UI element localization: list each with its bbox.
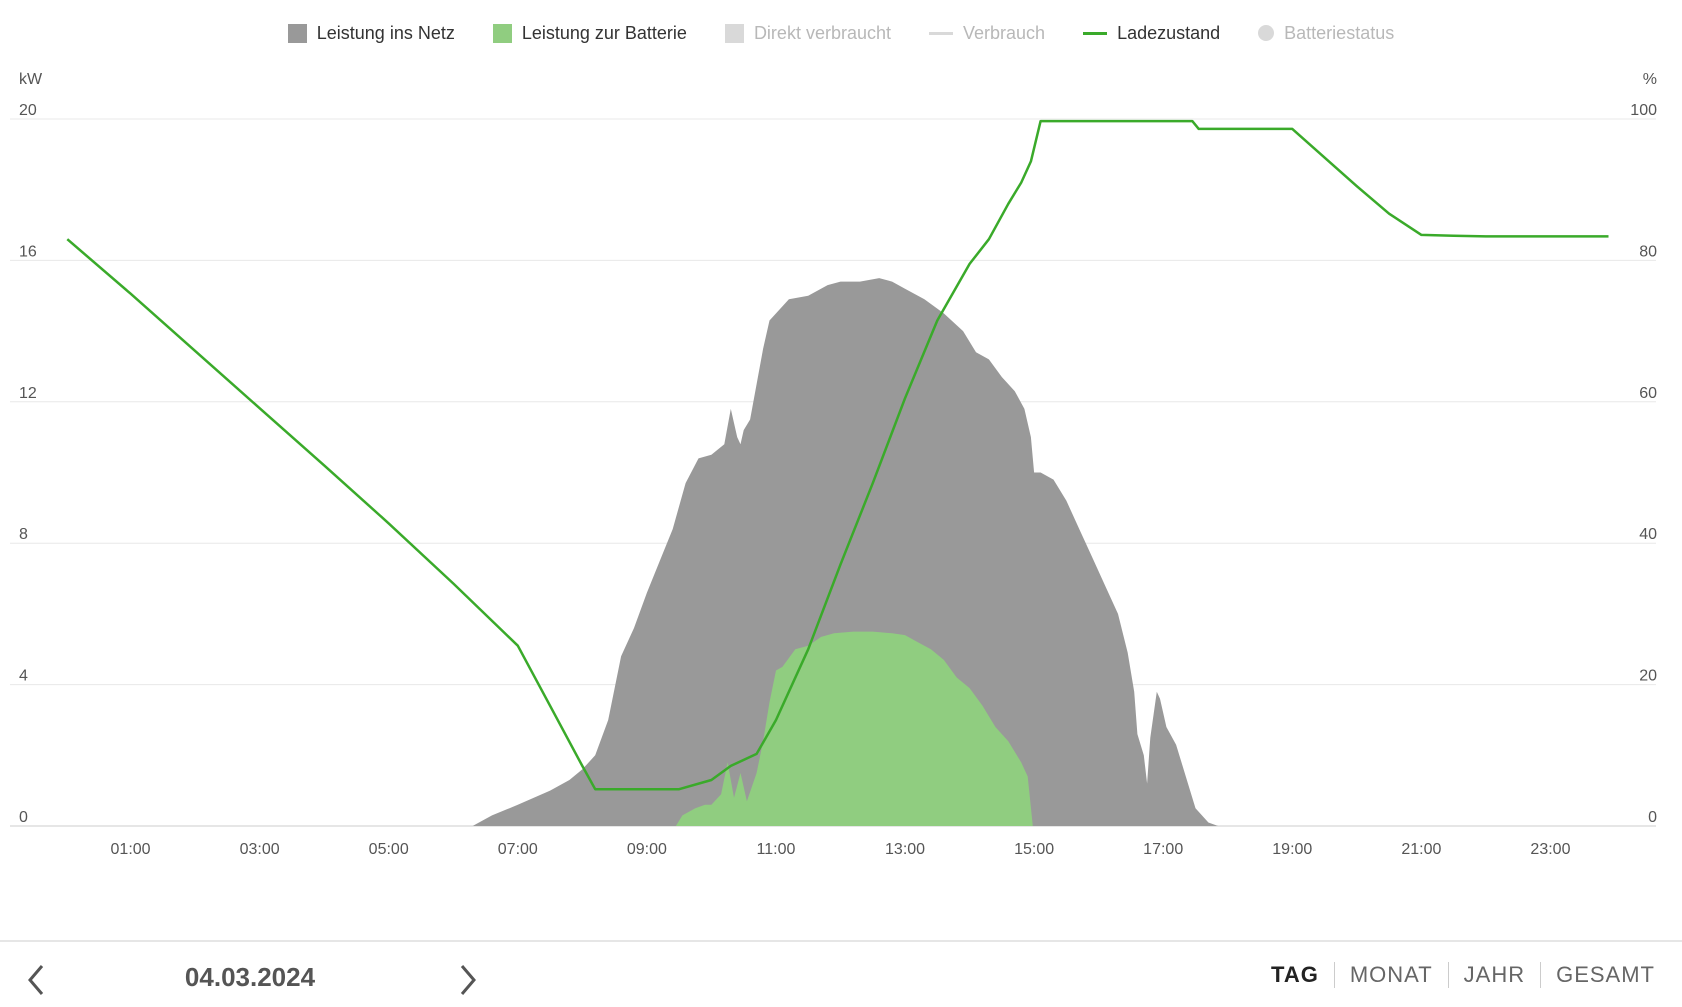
date-label: 04.03.2024 <box>184 962 316 992</box>
tab-gesamt[interactable]: GESAMT <box>1556 962 1655 987</box>
legend-label: Leistung ins Netz <box>316 22 455 43</box>
right-tick-label: 100 <box>1630 102 1657 119</box>
right-tick-label: 40 <box>1639 526 1657 543</box>
legend-swatch <box>492 23 512 43</box>
left-tick-label: 8 <box>19 526 28 543</box>
legend-swatch <box>724 23 744 43</box>
right-tick-label: 20 <box>1639 668 1657 685</box>
legend-item-batteriestatus[interactable]: Batteriestatus <box>1258 23 1394 44</box>
legend-item-direkt-verbraucht[interactable]: Direkt verbraucht <box>724 22 891 44</box>
right-tick-label: 80 <box>1639 243 1657 260</box>
x-tick-label: 07:00 <box>498 841 538 858</box>
chevron-left-icon <box>28 965 44 995</box>
tab-separator <box>1447 962 1449 988</box>
tab-separator <box>1333 962 1335 988</box>
legend-label: Ladezustand <box>1117 22 1221 43</box>
legend-swatch <box>1258 25 1275 41</box>
legend-label: Direkt verbraucht <box>753 22 891 43</box>
x-tick-label: 05:00 <box>369 841 409 858</box>
chart-legend: Leistung ins Netz Leistung zur Batterie Di… <box>0 18 1682 48</box>
x-tick-label: 15:00 <box>1014 841 1054 858</box>
legend-item-ladezustand[interactable]: Ladezustand <box>1083 23 1220 44</box>
tab-separator <box>1540 962 1542 988</box>
x-tick-label: 21:00 <box>1401 841 1441 858</box>
x-tick-label: 17:00 <box>1143 841 1183 858</box>
left-tick-label: 0 <box>19 809 28 826</box>
left-axis-unit: kW <box>19 71 43 88</box>
right-tick-label: 0 <box>1648 809 1657 826</box>
next-day-button[interactable] <box>448 960 488 1000</box>
legend-item-leistung-ins-netz[interactable]: Leistung ins Netz <box>287 22 455 44</box>
left-tick-label: 16 <box>19 243 37 260</box>
period-tabs: TAG MONAT JAHR GESAMT <box>1256 962 1670 988</box>
x-tick-label: 11:00 <box>757 841 796 858</box>
x-tick-label: 01:00 <box>111 841 151 858</box>
legend-swatch <box>929 31 953 35</box>
left-tick-label: 4 <box>19 668 28 685</box>
legend-swatch <box>1083 31 1108 35</box>
legend-item-leistung-zur-batterie[interactable]: Leistung zur Batterie <box>492 22 687 44</box>
x-tick-label: 03:00 <box>240 841 280 858</box>
series-area-leistung-zur-batterie <box>675 631 1033 826</box>
prev-day-button[interactable] <box>16 960 56 1000</box>
chevron-right-icon <box>460 965 476 995</box>
tab-monat[interactable]: MONAT <box>1349 962 1433 987</box>
legend-swatch <box>287 23 307 43</box>
right-axis-unit: % <box>1643 71 1657 88</box>
x-tick-label: 09:00 <box>627 841 667 858</box>
legend-item-verbrauch[interactable]: Verbrauch <box>929 23 1045 44</box>
chart-area: kW % 0 4 8 12 16 20 0 20 40 60 80 100 01:00 03:00 05:00 0… <box>10 71 1657 858</box>
x-tick-label: 19:00 <box>1272 841 1312 858</box>
tab-tag[interactable]: TAG <box>1271 962 1319 987</box>
left-tick-label: 20 <box>19 102 37 119</box>
x-tick-label: 13:00 <box>885 841 925 858</box>
left-tick-label: 12 <box>19 385 37 402</box>
footer-divider <box>0 940 1682 942</box>
right-tick-label: 60 <box>1639 385 1657 402</box>
legend-label: Verbrauch <box>963 22 1046 43</box>
legend-label: Leistung zur Batterie <box>521 22 687 43</box>
legend-label: Batteriestatus <box>1284 22 1395 43</box>
series-line-ladezustand <box>66 119 1609 791</box>
x-tick-label: 23:00 <box>1530 841 1570 858</box>
tab-jahr[interactable]: JAHR <box>1463 962 1526 987</box>
